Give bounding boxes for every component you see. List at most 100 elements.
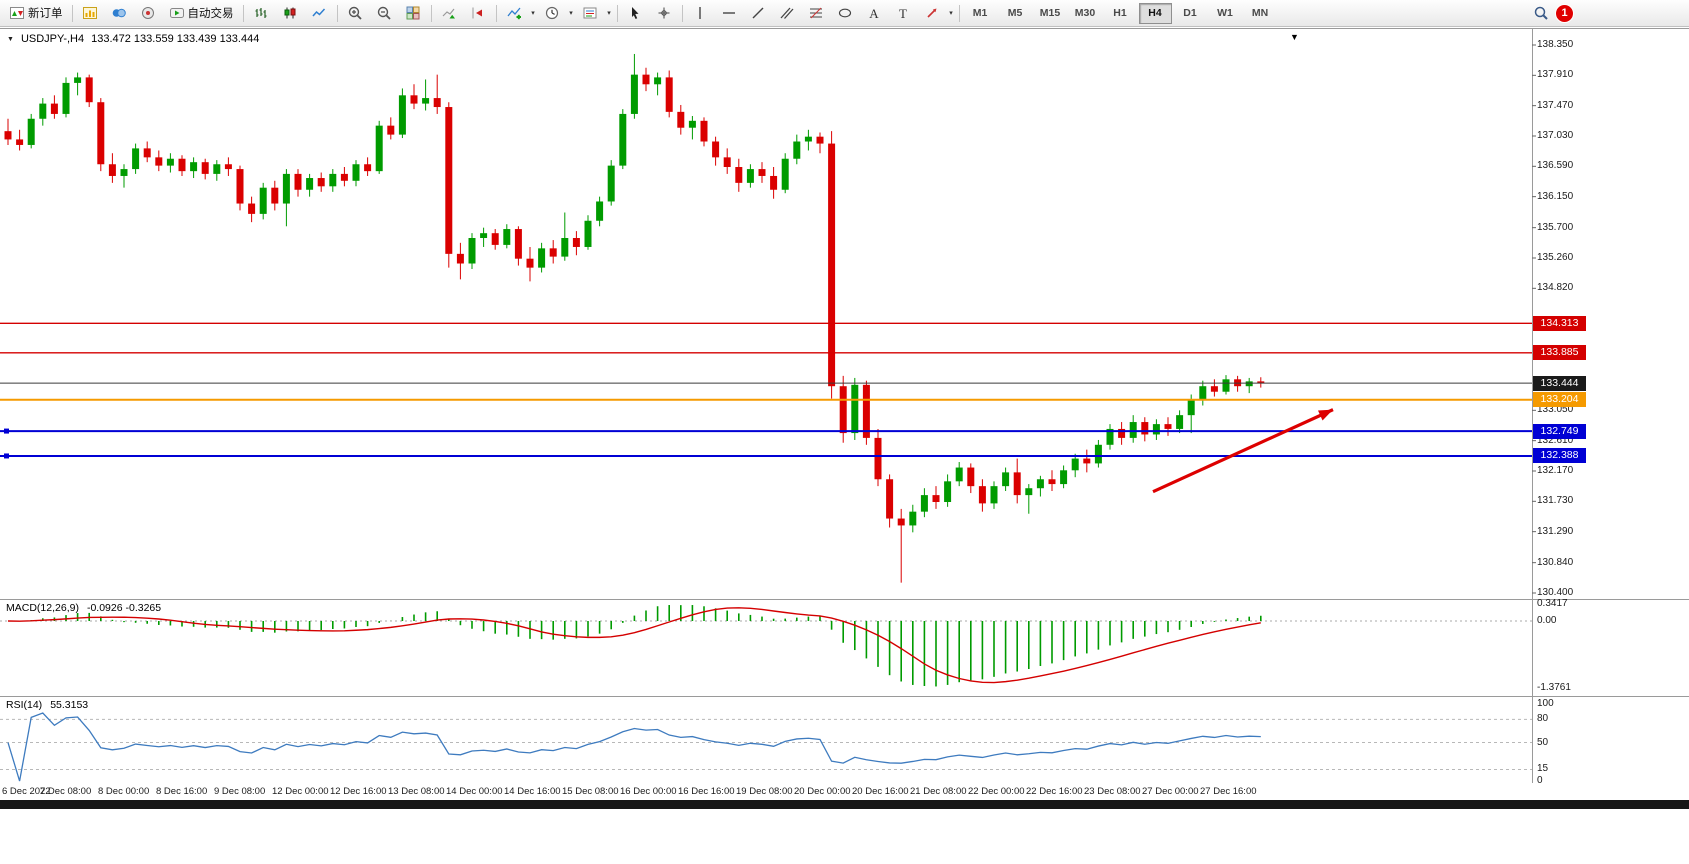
indicator-axis-label: 50 — [1537, 736, 1549, 748]
fibonacci-button[interactable] — [802, 1, 831, 25]
timeframe-m5-button[interactable]: M5 — [1007, 7, 1023, 19]
autotrading-button[interactable]: 自动交易 — [163, 1, 240, 25]
horizontal-line-button[interactable] — [715, 1, 744, 25]
price-axis-label: 133.050 — [1537, 404, 1574, 416]
indicator-axis-label: 0.00 — [1537, 615, 1557, 626]
rsi-name: RSI(14) — [6, 699, 43, 711]
toolbar-separator — [71, 4, 73, 22]
shapes-button[interactable] — [831, 1, 860, 25]
navigator-button[interactable] — [134, 1, 163, 25]
zoom-out-button[interactable] — [370, 1, 399, 25]
collapse-triangle-icon[interactable]: ▼ — [7, 35, 14, 43]
trend-arrow-head — [1317, 409, 1333, 421]
channel-button[interactable] — [773, 1, 802, 25]
text-button[interactable]: A — [860, 1, 889, 25]
tile-windows-icon — [406, 6, 420, 20]
time-axis-label: 14 Dec 16:00 — [504, 786, 561, 797]
templates-dropdown-caret[interactable]: ▾ — [607, 10, 611, 17]
chart-ohlc-values: 133.472 133.559 133.439 133.444 — [91, 33, 260, 45]
time-axis-label: 9 Dec 08:00 — [214, 786, 266, 797]
chart-shift-button[interactable] — [464, 1, 493, 25]
market-watch-button[interactable] — [105, 1, 134, 25]
fibonacci-icon — [810, 7, 822, 19]
rsi-label: RSI(14) 55.3153 — [6, 699, 88, 711]
templates-button[interactable] — [576, 1, 605, 25]
periods-icon — [545, 6, 559, 20]
new-order-button[interactable]: 新订单 — [3, 1, 69, 25]
cursor-button[interactable] — [621, 1, 650, 25]
chart-canvas[interactable] — [0, 29, 1689, 783]
price-axis-label: 137.470 — [1537, 99, 1574, 111]
timeframe-d1-button[interactable]: D1 — [1183, 7, 1197, 19]
horizontal-line-icon — [723, 12, 735, 14]
price-axis-label: 132.170 — [1537, 464, 1574, 476]
timeframe-m30-button[interactable]: M30 — [1074, 7, 1096, 19]
price-axis-label: 134.820 — [1537, 282, 1574, 294]
indicators-dropdown-caret[interactable]: ▾ — [531, 10, 535, 17]
timeframe-h4-button[interactable]: H4 — [1138, 2, 1172, 24]
arrows-button[interactable] — [918, 1, 947, 25]
new-chart-button[interactable] — [76, 1, 105, 25]
toolbar-separator — [242, 4, 244, 22]
chart-shift-icon — [472, 7, 482, 19]
indicator-axis-label: -1.3761 — [1537, 682, 1571, 694]
line-chart-button[interactable] — [305, 1, 334, 25]
indicators-icon — [507, 7, 521, 20]
time-axis-label: 7 Dec 08:00 — [40, 786, 92, 797]
drawing-more-caret[interactable]: ▾ — [949, 10, 953, 17]
time-axis-label: 19 Dec 08:00 — [736, 786, 793, 797]
indicator-axis-label: 0 — [1537, 775, 1543, 786]
time-axis-label: 22 Dec 00:00 — [968, 786, 1025, 797]
candlestick-button[interactable] — [276, 1, 305, 25]
search-button[interactable] — [1526, 1, 1555, 25]
auto-scroll-button[interactable] — [435, 1, 464, 25]
crosshair-button[interactable] — [650, 1, 679, 25]
timeframe-m15-button[interactable]: M15 — [1039, 7, 1061, 19]
time-axis-label: 20 Dec 16:00 — [852, 786, 909, 797]
bar-chart-button[interactable] — [247, 1, 276, 25]
periods-dropdown-caret[interactable]: ▾ — [569, 10, 573, 17]
time-axis-label: 22 Dec 16:00 — [1026, 786, 1083, 797]
indicator-axis-label: 15 — [1537, 763, 1549, 775]
indicator-axis-label: 80 — [1537, 713, 1549, 725]
chart-shift-marker-icon[interactable]: ▼ — [1290, 32, 1299, 42]
arrows-icon — [927, 8, 937, 18]
text-label-icon: T — [899, 5, 907, 21]
channel-icon — [780, 7, 794, 19]
candles-layer — [4, 53, 1265, 583]
timeframe-mn-button[interactable]: MN — [1251, 7, 1269, 19]
periods-button[interactable] — [538, 1, 567, 25]
tile-windows-button[interactable] — [399, 1, 428, 25]
support-line-2-handle[interactable] — [4, 453, 9, 459]
bar-chart-icon — [255, 8, 267, 18]
price-axis-label: 135.260 — [1537, 251, 1574, 263]
indicators-button[interactable] — [500, 1, 529, 25]
time-axis-label: 8 Dec 00:00 — [98, 786, 150, 797]
time-axis-label: 27 Dec 16:00 — [1200, 786, 1257, 797]
zoom-in-button[interactable] — [341, 1, 370, 25]
timeframe-h1-button[interactable]: H1 — [1113, 7, 1127, 19]
resistance-tag-2: 133.885 — [1533, 345, 1586, 361]
new-order-icon — [10, 7, 24, 19]
text-label-button[interactable]: T — [889, 1, 918, 25]
timeframe-m1-button[interactable]: M1 — [972, 7, 988, 19]
resistance-tag-1: 134.313 — [1533, 315, 1586, 331]
price-axis-label: 131.290 — [1537, 525, 1574, 537]
support-tag-1: 132.749 — [1533, 423, 1586, 439]
templates-icon — [583, 7, 597, 19]
notification-badge[interactable]: 1 — [1555, 3, 1574, 23]
autotrading-label: 自动交易 — [187, 8, 234, 20]
horizontal-scrollbar[interactable] — [0, 800, 1689, 809]
trendline-button[interactable] — [744, 1, 773, 25]
macd-panel — [0, 605, 1532, 687]
shapes-icon — [838, 8, 852, 18]
indicator-axis-label: 0.3417 — [1537, 598, 1568, 610]
support-line-1-handle[interactable] — [4, 428, 9, 434]
trend-arrow[interactable] — [1152, 408, 1334, 494]
line-chart-icon — [312, 8, 326, 17]
macd-name: MACD(12,26,9) — [6, 602, 79, 614]
timeframe-w1-button[interactable]: W1 — [1217, 7, 1233, 19]
vertical-line-button[interactable] — [686, 1, 715, 25]
rsi-panel — [0, 712, 1532, 782]
price-axis-label: 137.030 — [1537, 129, 1574, 141]
